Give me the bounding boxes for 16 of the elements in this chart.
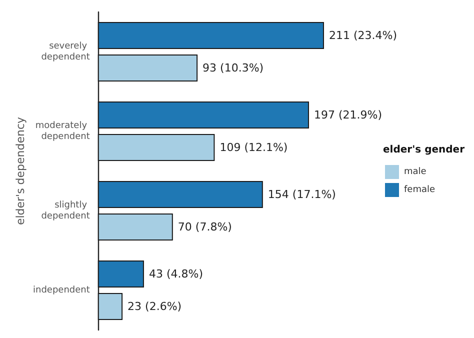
y-tick-label: moderately dependent — [35, 120, 90, 142]
data-label: 23 (2.6%) — [128, 300, 182, 313]
legend-label: female — [404, 185, 436, 195]
data-label: 70 (7.8%) — [178, 220, 232, 234]
data-label: 211 (23.4%) — [329, 29, 398, 42]
data-label: 154 (17.1%) — [268, 188, 336, 202]
legend-label: male — [404, 167, 427, 177]
y-axis-title: elder's dependency — [14, 116, 27, 226]
legend-title: elder's gender — [383, 144, 465, 156]
y-tick-label: severely dependent — [41, 41, 90, 62]
y-tick-label: independent — [32, 285, 90, 296]
data-label: 109 (12.1%) — [220, 140, 288, 154]
data-label: 43 (4.8%) — [148, 268, 204, 281]
data-label: 197 (21.9%) — [314, 108, 382, 122]
data-label: 93 (10.3%) — [202, 61, 264, 74]
y-tick-label: slightly dependent — [41, 200, 90, 222]
